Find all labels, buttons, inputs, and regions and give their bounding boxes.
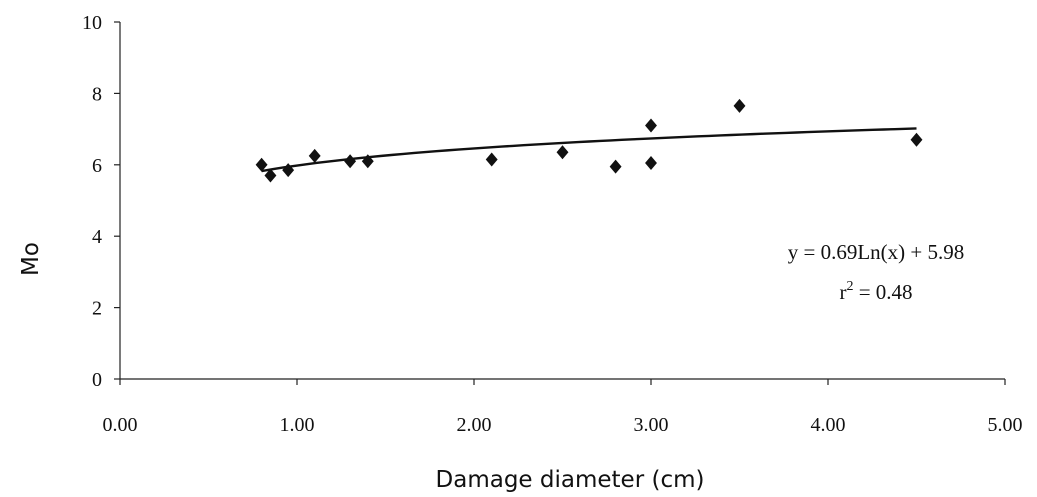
data-point [264,168,277,183]
r-squared-exponent: 2 [846,279,853,294]
y-tick-label: 0 [92,369,102,391]
equation-label: y = 0.69Ln(x) + 5.98 [788,240,965,264]
y-tick-label: 8 [92,83,102,105]
data-point [308,148,321,163]
r-squared-symbol: r [839,280,846,304]
y-axis-ticks: 0 2 4 6 8 10 [82,12,120,391]
data-point [733,98,746,113]
data-points [255,98,923,183]
data-point [556,145,569,160]
y-tick-label: 10 [82,12,102,34]
data-point [645,118,657,133]
logarithmic-trendline [261,127,917,173]
y-tick-label: 2 [92,298,102,320]
x-axis-ticks: 0.00 1.00 2.00 3.00 4.00 5.00 [103,379,1023,436]
r-squared-value: = 0.48 [853,280,912,304]
data-point [361,154,374,169]
x-tick-label: 1.00 [280,414,315,436]
axes: 0 2 4 6 8 10 0.00 1.00 2.00 3.00 4.00 5.00 [82,12,1023,436]
r-squared-label: r2 = 0.48 [839,279,912,304]
x-tick-label: 4.00 [811,414,846,436]
x-tick-label: 3.00 [634,414,669,436]
data-point [344,154,357,169]
y-axis-title: Mo [18,242,44,276]
x-tick-label: 2.00 [457,414,492,436]
y-tick-label: 6 [92,155,102,177]
data-point [282,163,295,178]
x-tick-label: 5.00 [988,414,1023,436]
data-point [910,132,923,147]
x-axis-title: Damage diameter (cm) [436,467,705,493]
trendline-equation: y = 0.69Ln(x) + 5.98 r2 = 0.48 [788,240,965,304]
data-point [645,156,657,171]
y-tick-label: 4 [92,226,102,248]
data-point [255,157,268,172]
x-tick-label: 0.00 [103,414,138,436]
data-point [609,159,622,174]
data-point [485,152,498,167]
